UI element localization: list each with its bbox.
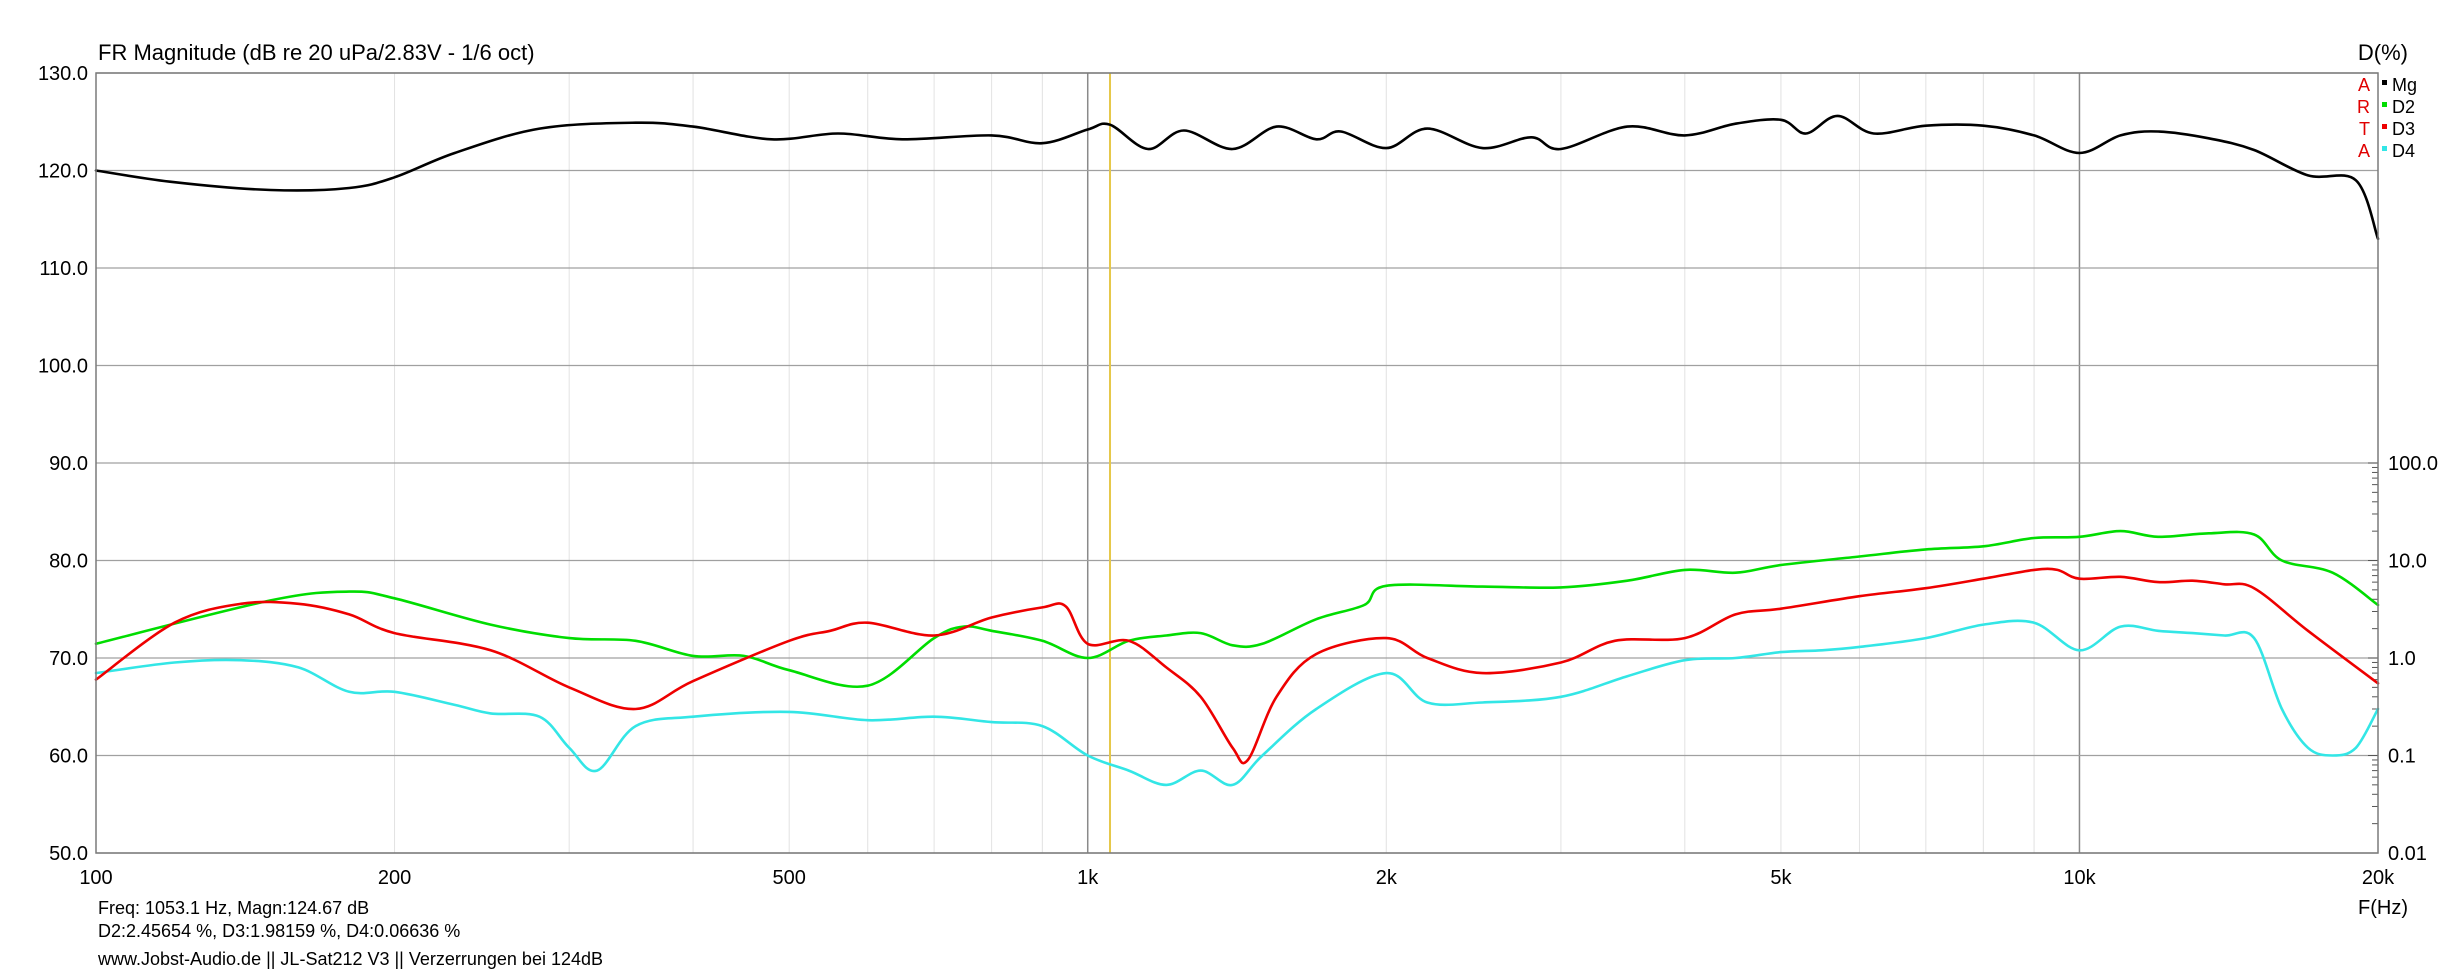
footer-caption: www.Jobst-Audio.de || JL-Sat212 V3 || Ve…: [97, 949, 603, 969]
x-axis-ticks: 100 200 500 1k 2k 5k 10k 20k: [79, 867, 2395, 889]
legend-swatch-d3: [2382, 124, 2387, 129]
legend-letter: R: [2357, 97, 2370, 117]
left-tick-label: 70.0: [49, 648, 88, 670]
x-tick-label: 100: [79, 867, 112, 889]
legend-swatch-d2: [2382, 102, 2387, 107]
x-tick-label: 20k: [2362, 867, 2395, 889]
right-tick-label: 0.1: [2388, 746, 2416, 768]
legend-letter: T: [2359, 119, 2370, 139]
cursor-readout-frequency: Freq: 1053.1 Hz, Magn:124.67 dB: [98, 898, 369, 918]
left-tick-label: 120.0: [38, 161, 88, 183]
series-line-d2: [94, 529, 2380, 688]
series-line-mg: [94, 114, 2380, 241]
legend-letter: A: [2358, 75, 2370, 95]
left-tick-label: 60.0: [49, 746, 88, 768]
right-axis-ticks: 0.01 0.1 1.0 10.0 100.0: [2368, 453, 2438, 865]
plot-area: [94, 73, 2380, 853]
left-tick-label: 110.0: [39, 258, 88, 280]
legend-swatch-mg: [2382, 80, 2387, 85]
x-axis-label: F(Hz): [2358, 897, 2408, 919]
cursor-readout-distortion: D2:2.45654 %, D3:1.98159 %, D4:0.06636 %: [98, 921, 460, 941]
legend-label-d3: D3: [2392, 119, 2415, 139]
x-tick-label: 200: [378, 867, 411, 889]
legend-letter: A: [2358, 141, 2370, 161]
x-tick-label: 1k: [1077, 867, 1099, 889]
chart-title: FR Magnitude (dB re 20 uPa/2.83V - 1/6 o…: [98, 40, 535, 65]
legend-label-d2: D2: [2392, 97, 2415, 117]
legend-label-d4: D4: [2392, 141, 2415, 161]
right-tick-label: 1.0: [2388, 648, 2416, 670]
legend-swatch-d4: [2382, 146, 2387, 151]
legend-label-mg: Mg: [2392, 75, 2417, 95]
left-axis-ticks: 50.0 60.0 70.0 80.0 90.0 100.0 110.0 120.0 130.0: [38, 63, 88, 865]
right-tick-label: 0.01: [2388, 843, 2427, 865]
right-axis-title: D(%): [2358, 40, 2408, 65]
left-tick-label: 50.0: [49, 843, 88, 865]
left-tick-label: 100.0: [38, 356, 88, 378]
left-tick-label: 90.0: [49, 453, 88, 475]
left-tick-label: 130.0: [38, 63, 88, 85]
legend: A Mg R D2 T D3 A D4: [2357, 75, 2417, 161]
plot-frame: [95, 72, 2379, 854]
x-tick-label: 10k: [2063, 867, 2096, 889]
x-tick-label: 5k: [1770, 867, 1792, 889]
series-line-d4: [94, 619, 2380, 787]
series-line-d3: [94, 567, 2380, 765]
x-tick-label: 500: [773, 867, 806, 889]
x-tick-label: 2k: [1376, 867, 1398, 889]
left-tick-label: 80.0: [49, 551, 88, 573]
right-tick-label: 100.0: [2388, 453, 2438, 475]
right-tick-label: 10.0: [2388, 551, 2427, 573]
